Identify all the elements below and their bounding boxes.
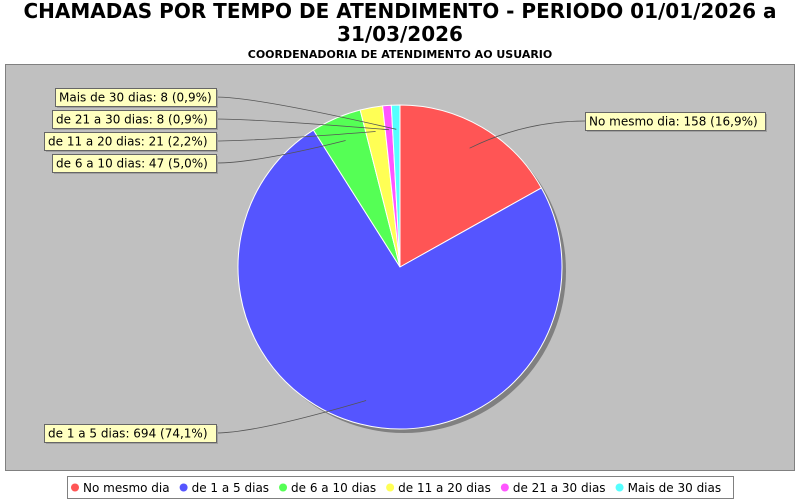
label-leader-de-1-a-5-dias: [215, 400, 367, 434]
legend-marker-de-1-a-5-dias: [179, 483, 188, 492]
label-leader-de-11-a-20-dias: [215, 131, 376, 142]
legend-marker-de-6-a-10-dias: [279, 483, 288, 492]
label-box-de-6-a-10-dias: [52, 154, 217, 173]
legend-marker-mais-de-30-dias: [615, 483, 624, 492]
data-label-mais-de-30-dias: Mais de 30 dias: 8 (0,9%): [59, 91, 212, 105]
chart-title-line-2: 31/03/2026: [337, 22, 463, 46]
legend-entry-mais-de-30-dias: Mais de 30 dias: [628, 481, 722, 495]
legend-entry-de-6-a-10-dias: de 6 a 10 dias: [291, 481, 376, 495]
label-leader-de-21-a-30-dias: [215, 118, 389, 131]
chart-subtitle: COORDENADORIA DE ATENDIMENTO AO USUARIO: [247, 48, 553, 61]
pie-slice-mais-de-30-dias: [390, 104, 401, 268]
label-box-de-1-a-5-dias: [44, 424, 217, 443]
chart-title-line-1: CHAMADAS POR TEMPO DE ATENDIMENTO - PERI…: [23, 0, 777, 23]
data-label-de-1-a-5-dias: de 1 a 5 dias: 694 (74,1%): [48, 427, 208, 441]
label-box-mais-de-30-dias: [55, 88, 217, 107]
legend-marker-no-mesmo-dia: [71, 483, 79, 492]
pie-slice-de-1-a-5-dias: [237, 129, 563, 430]
label-leader-de-6-a-10-dias: [215, 140, 346, 164]
label-box-de-11-a-20-dias: [44, 132, 217, 151]
pie-slice-no-mesmo-dia: [399, 104, 543, 268]
data-label-de-6-a-10-dias: de 6 a 10 dias: 47 (5,0%): [56, 157, 208, 171]
chart-title: CHAMADAS POR TEMPO DE ATENDIMENTO - PERI…: [0, 0, 800, 46]
legend: [67, 476, 734, 499]
data-label-no-mesmo-dia: No mesmo dia: 158 (16,9%): [589, 115, 758, 129]
legend-marker-de-21-a-30-dias: [500, 483, 509, 492]
label-box-de-21-a-30-dias: [52, 110, 217, 129]
data-label-de-11-a-20-dias: de 11 a 20 dias: 21 (2,2%): [48, 135, 208, 149]
data-label-de-21-a-30-dias: de 21 a 30 dias: 8 (0,9%): [56, 113, 208, 127]
legend-entry-de-1-a-5-dias: de 1 a 5 dias: [192, 481, 269, 495]
label-leader-no-mesmo-dia: [469, 120, 586, 149]
legend-marker-de-11-a-20-dias: [386, 483, 395, 492]
label-leader-mais-de-30-dias: [215, 96, 397, 130]
legend-entry-no-mesmo-dia: No mesmo dia: [83, 481, 170, 495]
legend-entry-de-21-a-30-dias: de 21 a 30 dias: [513, 481, 606, 495]
label-box-no-mesmo-dia: [585, 112, 766, 131]
legend-entry-de-11-a-20-dias: de 11 a 20 dias: [398, 481, 491, 495]
